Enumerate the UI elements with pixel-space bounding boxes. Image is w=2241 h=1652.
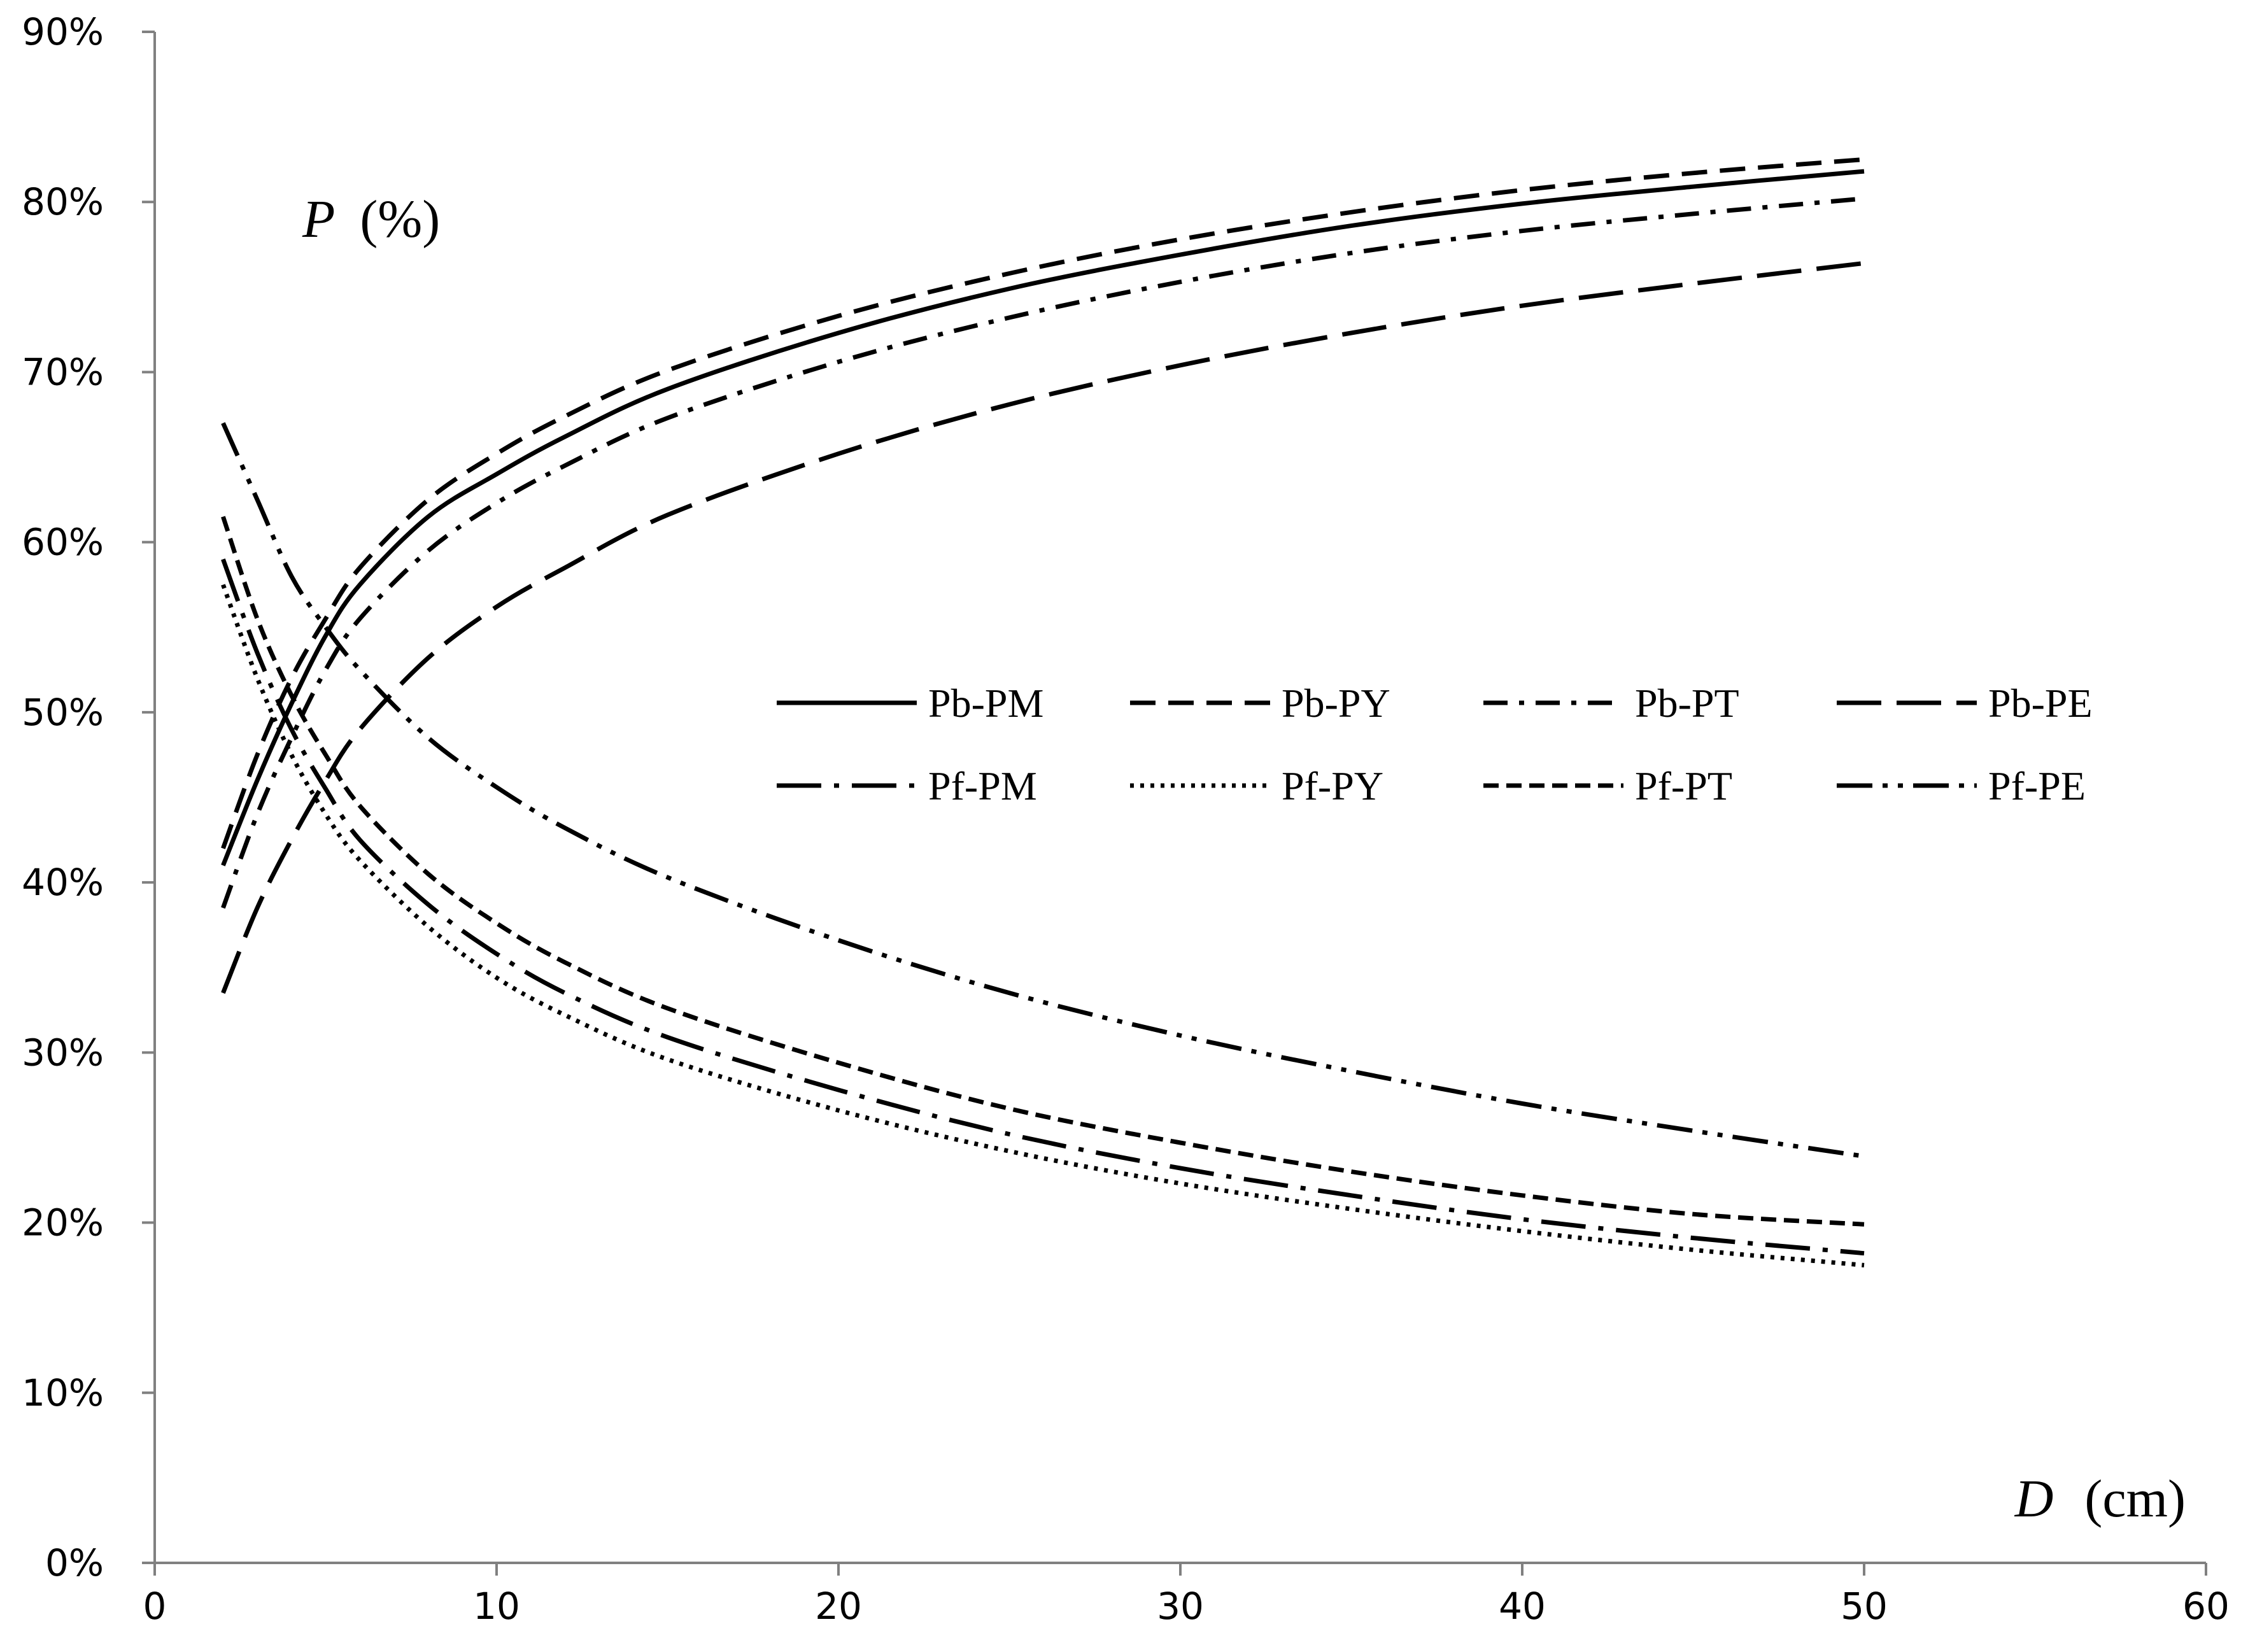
x-axis-label: D (cm) [2014, 1469, 2186, 1528]
y-tick-label: 70% [22, 350, 104, 393]
y-axis-label: P (%) [302, 190, 440, 249]
y-tick-label: 0% [45, 1541, 104, 1585]
x-tick-label: 20 [815, 1585, 862, 1628]
series-line-pf-pm [221, 558, 1865, 1256]
x-tick-label: 0 [143, 1585, 167, 1628]
y-tick-label: 90% [22, 10, 104, 53]
y-tick-label: 40% [22, 861, 104, 904]
legend-label-pf-pm: Pf-PM [928, 763, 1037, 808]
y-tick-label: 80% [22, 180, 104, 223]
legend-label-pb-py: Pb-PY [1282, 681, 1390, 726]
y-tick-label: 20% [22, 1201, 104, 1245]
legend-label-pf-pt: Pf-PT [1635, 763, 1732, 808]
y-tick-label: 50% [22, 691, 104, 734]
x-tick-label: 10 [473, 1585, 520, 1628]
series-line-pb-pe [221, 260, 1865, 994]
axis-labels: P (%) D (cm) [302, 190, 2186, 1528]
x-tick-label: 60 [2182, 1585, 2230, 1628]
y-axis-label-var: P [302, 190, 335, 249]
y-tick-label: 60% [22, 521, 104, 564]
axes: 0% 10% 20% 30% 40% 50% 60% 70% 80% 90% 0 10 20 30 40 50… [22, 10, 2230, 1628]
series-line-pb-pm [221, 169, 1865, 866]
series-line-pf-pt [221, 516, 1865, 1227]
legend-label-pb-pt: Pb-PT [1635, 681, 1739, 726]
series-line-pb-py [221, 157, 1865, 849]
x-axis-label-var: D [2014, 1469, 2054, 1528]
y-tick-label: 30% [22, 1031, 104, 1074]
y-tick-label: 10% [22, 1371, 104, 1415]
x-tick-label: 30 [1157, 1585, 1204, 1628]
series-line-pf-pe [221, 422, 1865, 1159]
series-line-pb-pt [221, 196, 1865, 909]
legend-label-pb-pe: Pb-PE [1988, 681, 2093, 726]
series-group [221, 157, 1865, 1267]
legend-label-pf-pe: Pf-PE [1988, 763, 2086, 808]
x-axis-label-unit: (cm) [2084, 1469, 2186, 1528]
legend-label-pb-pm: Pb-PM [928, 681, 1043, 726]
x-tick-label: 40 [1499, 1585, 1546, 1628]
y-axis-label-unit: (%) [360, 190, 440, 249]
legend: Pb-PM Pb-PY Pb-PT Pb-PE Pf-PM Pf-PY Pf-PT Pf-PE [777, 681, 2093, 808]
legend-label-pf-py: Pf-PY [1282, 763, 1383, 808]
x-tick-label: 50 [1841, 1585, 1888, 1628]
